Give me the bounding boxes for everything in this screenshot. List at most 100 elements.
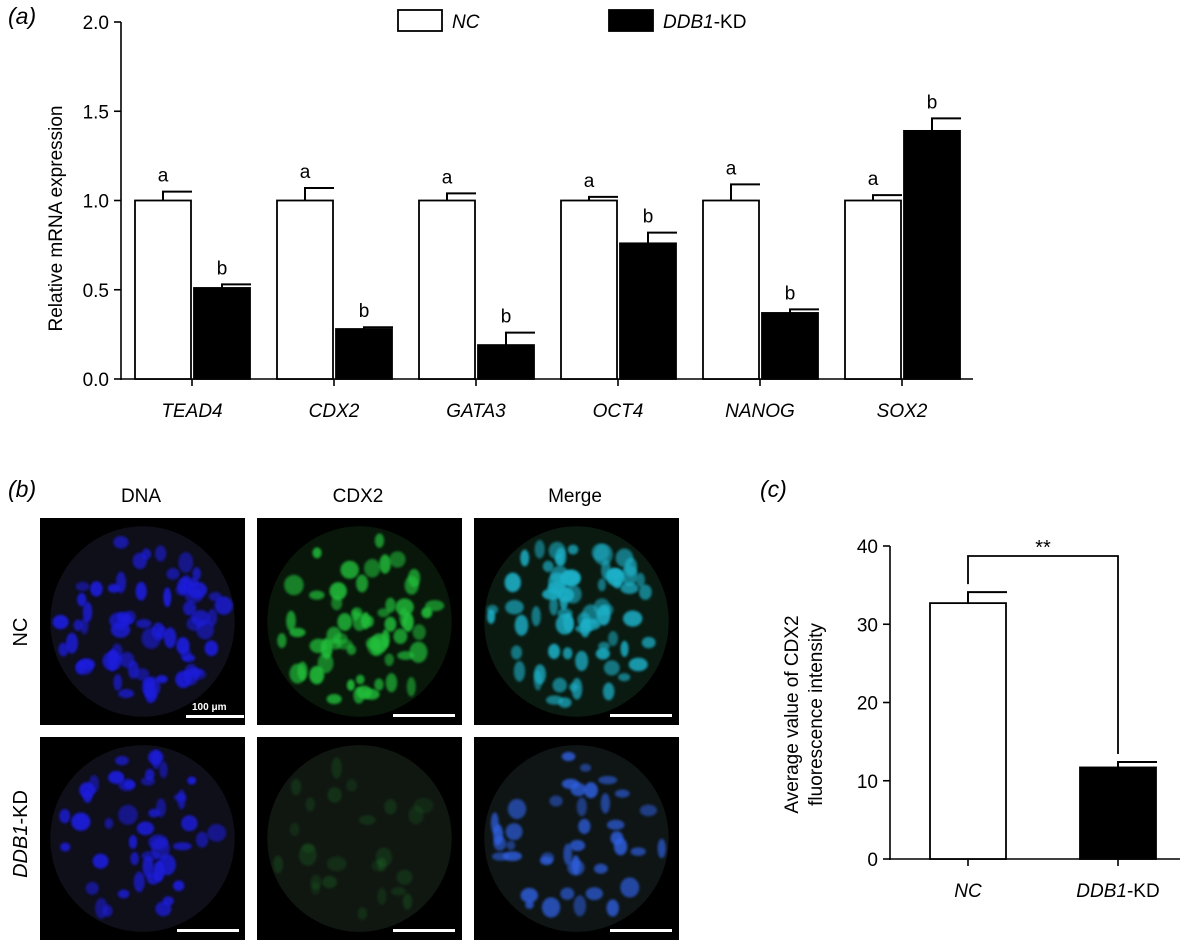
- chart-c: 0 10 20 30 40 Average value of CDX2 fluorescen…: [782, 537, 1180, 902]
- nucleus: [389, 551, 406, 568]
- nucleus: [639, 804, 658, 817]
- nucleus: [82, 790, 93, 803]
- nucleus: [564, 584, 582, 604]
- y-tick-label: 30: [857, 615, 878, 636]
- nucleus: [548, 643, 561, 659]
- significance-letter: b: [217, 258, 228, 279]
- nucleus: [567, 544, 579, 555]
- nucleus: [357, 906, 368, 920]
- nucleus: [154, 545, 167, 562]
- scale-bar: [393, 714, 455, 717]
- nucleus: [561, 751, 576, 762]
- nucleus: [601, 559, 611, 580]
- nucleus: [208, 591, 222, 602]
- significance-letter: a: [442, 167, 453, 188]
- nucleus: [71, 812, 91, 831]
- x-tick-label: NANOG: [725, 401, 795, 422]
- nucleus: [113, 674, 123, 691]
- nucleus: [396, 869, 413, 885]
- nucleus: [579, 763, 592, 772]
- nucleus: [136, 619, 152, 629]
- nucleus: [130, 851, 139, 866]
- nucleus: [534, 540, 545, 559]
- nucleus: [329, 582, 347, 601]
- nucleus: [52, 614, 69, 630]
- nucleus: [385, 673, 398, 693]
- nucleus: [613, 837, 628, 856]
- nucleus: [151, 749, 161, 770]
- nucleus: [580, 618, 591, 638]
- bar: [418, 199, 476, 380]
- nucleus: [187, 776, 197, 785]
- nucleus: [351, 610, 360, 621]
- nucleus: [630, 847, 646, 856]
- nucleus: [135, 581, 147, 601]
- nucleus: [507, 798, 527, 820]
- nucleus: [393, 628, 408, 645]
- nucleus: [406, 677, 416, 697]
- bar: [193, 287, 251, 380]
- nucleus: [628, 657, 648, 672]
- significance-bracket: [967, 555, 1119, 754]
- bar: [276, 199, 334, 380]
- nucleus: [540, 852, 555, 864]
- y-tick-label: 0: [867, 850, 878, 871]
- nucleus: [575, 650, 589, 672]
- nucleus: [620, 582, 639, 594]
- significance-letter: a: [868, 169, 879, 190]
- nucleus: [153, 860, 165, 882]
- nucleus: [384, 653, 394, 667]
- nucleus: [273, 855, 283, 874]
- micrograph-nc-cdx2: [257, 518, 462, 725]
- micrograph-kd-cdx2: [257, 737, 462, 940]
- y-axis-label: Relative mRNA expression: [46, 106, 67, 332]
- nucleus: [58, 642, 69, 657]
- nucleus: [358, 815, 376, 825]
- x-tick-label: DDB1-KD: [1076, 881, 1159, 902]
- nucleus: [76, 592, 87, 607]
- nucleus: [390, 887, 406, 896]
- nucleus: [355, 674, 365, 685]
- bar: [477, 344, 535, 380]
- nucleus: [331, 757, 342, 779]
- nucleus: [289, 822, 300, 837]
- nucleus: [176, 637, 190, 655]
- nucleus: [542, 560, 554, 573]
- nucleus: [395, 598, 414, 616]
- scale-bar: [186, 715, 244, 718]
- nucleus: [82, 601, 93, 623]
- nucleus: [309, 590, 325, 600]
- bar: [702, 199, 760, 380]
- significance-letter: b: [785, 283, 796, 304]
- legend-label: NC: [452, 12, 480, 33]
- nucleus: [569, 839, 586, 852]
- bar: [761, 312, 819, 380]
- bar: [134, 199, 192, 380]
- nucleus: [95, 897, 108, 919]
- nucleus: [207, 608, 218, 627]
- x-tick-label: NC: [954, 881, 982, 902]
- nucleus: [622, 610, 643, 627]
- scale-bar: [177, 929, 239, 932]
- nucleus: [346, 679, 355, 691]
- panel-a-label: (a): [8, 3, 36, 29]
- nucleus: [614, 789, 630, 798]
- nucleus: [102, 651, 123, 671]
- nucleus: [195, 831, 209, 848]
- nucleus: [374, 678, 384, 691]
- nucleus: [356, 685, 372, 700]
- nucleus: [597, 578, 606, 592]
- nucleus: [657, 838, 666, 859]
- y-tick-label: 0.0: [83, 370, 109, 391]
- nucleus: [110, 622, 131, 638]
- nucleus: [117, 889, 130, 899]
- nucleus: [155, 798, 167, 818]
- nucleus: [322, 875, 337, 889]
- nucleus: [504, 572, 521, 593]
- nucleus: [355, 574, 369, 593]
- nucleus: [361, 612, 371, 630]
- bar: [903, 129, 961, 380]
- nucleus: [641, 636, 656, 649]
- significance-letter: b: [927, 92, 938, 113]
- bar: [1079, 766, 1157, 860]
